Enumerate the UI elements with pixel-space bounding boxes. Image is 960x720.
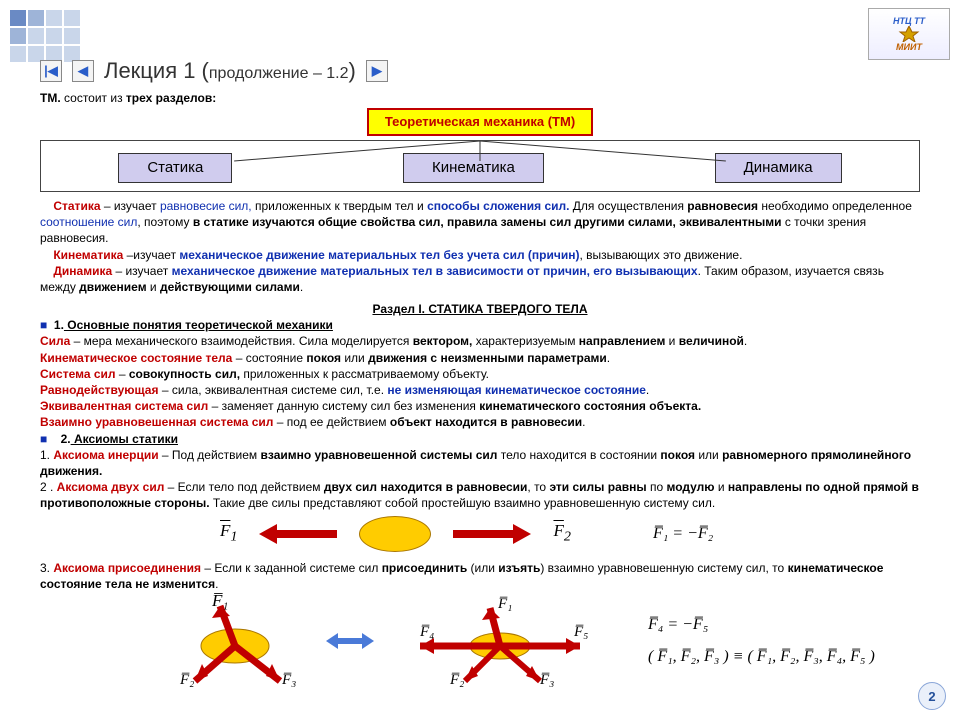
def-balanced: Взаимно уравновешенная система сил – под… <box>40 414 920 430</box>
axiom2-diagram: F1 F2 F̅₁ = −F̅₂ <box>40 516 920 552</box>
def-kinstate: Кинематическое состояние тела – состояни… <box>40 350 920 366</box>
decor-squares <box>10 10 80 62</box>
title-row: |◀ ◀ Лекция 1 (продолжение – 1.2) ▶ <box>40 58 920 84</box>
para-dynamics: Динамика – изучает механическое движение… <box>40 263 920 295</box>
branch-statics: Статика <box>118 153 232 183</box>
eq-ax3b: ( F̅₁, F̅₂, F̅₃ ) ≡ ( F̅₁, F̅₂, F̅₃, F̅₄… <box>648 646 875 668</box>
nav-next-button[interactable]: ▶ <box>366 60 388 82</box>
content: ТМ. состоит из трех разделов: Теоретичес… <box>40 90 920 686</box>
tm-frame: Статика Кинемaтика Динамика <box>40 140 920 192</box>
label-F1: F1 <box>220 520 237 547</box>
para-kinematics: Кинемaтика –изучает механическое движени… <box>40 247 920 263</box>
axiom1: 1. Аксиома инерции – Под действием взаим… <box>40 447 920 479</box>
axiom3-diagram: F̅₁ F̅₂ F̅₃ F̅₄ F̅₁ F̅₅ F̅₂ F̅₃ F̅₄ = −F… <box>40 596 920 686</box>
def-system: Система сил – совокупность сил, приложен… <box>40 366 920 382</box>
arrow-right-icon <box>453 524 531 544</box>
svg-text:F̅₃: F̅₃ <box>281 672 296 688</box>
equiv-arrow-icon <box>326 633 374 649</box>
arrow-left-icon <box>259 524 337 544</box>
svg-text:F̅₅: F̅₅ <box>573 624 588 640</box>
svg-text:F̅₁: F̅₁ <box>497 596 512 612</box>
body-3forces-icon: F̅₁ F̅₂ F̅₃ <box>160 596 310 686</box>
heading-concepts: ■ 1. Основные понятия теоретической меха… <box>40 317 920 333</box>
section-1-title: Раздел I. СТАТИКА ТВЕРДОГО ТЕЛА <box>40 301 920 317</box>
svg-text:F̅₄: F̅₄ <box>419 624 434 640</box>
svg-text:F̅₁: F̅₁ <box>211 591 228 610</box>
body-5forces-icon: F̅₄ F̅₁ F̅₅ F̅₂ F̅₃ <box>390 596 610 686</box>
axiom3-equations: F̅₄ = −F̅₅ ( F̅₁, F̅₂, F̅₃ ) ≡ ( F̅₁, F̅… <box>648 614 875 667</box>
page-number-badge: 2 <box>918 682 946 710</box>
def-resultant: Равнодействующая – сила, эквивалентная с… <box>40 382 920 398</box>
heading-axioms: ■ 2. Аксиомы статики <box>40 431 920 447</box>
branch-dynamics: Динамика <box>715 153 842 183</box>
body-ellipse-icon <box>359 516 431 552</box>
logo-star-icon <box>896 26 922 42</box>
nav-prev-button[interactable]: ◀ <box>72 60 94 82</box>
logo-line1: НТЦ ТТ <box>893 16 925 26</box>
axiom3: 3. Аксиома присоединения – Если к заданн… <box>40 560 920 592</box>
tm-hierarchy: Теоретическая механика (ТМ) Статика Кине… <box>40 108 920 192</box>
branch-kinematics: Кинемaтика <box>403 153 544 183</box>
svg-text:F̅₂: F̅₂ <box>449 672 464 688</box>
def-force: Сила – мера механического взаимодействия… <box>40 333 920 349</box>
intro-line: ТМ. состоит из трех разделов: <box>40 90 920 106</box>
axiom2: 2 . Аксиома двух сил – Если тело под дей… <box>40 479 920 511</box>
svg-text:F̅₃: F̅₃ <box>539 672 554 688</box>
lecture-title: Лекция 1 (продолжение – 1.2) <box>104 58 356 84</box>
logo-line2: МИИТ <box>896 42 922 52</box>
label-F2: F2 <box>553 520 570 547</box>
eq-ax3a: F̅₄ = −F̅₅ <box>648 614 875 636</box>
def-equiv: Эквивалентная система сил – заменяет дан… <box>40 398 920 414</box>
eq-ax2: F̅₁ = −F̅₂ <box>653 523 713 545</box>
para-statics: Статика – изучает равновесие сил, прилож… <box>40 198 920 247</box>
svg-text:F̅₂: F̅₂ <box>179 672 194 688</box>
logo: НТЦ ТТ МИИТ <box>868 8 950 60</box>
tm-header-box: Теоретическая механика (ТМ) <box>367 108 593 136</box>
nav-first-button[interactable]: |◀ <box>40 60 62 82</box>
